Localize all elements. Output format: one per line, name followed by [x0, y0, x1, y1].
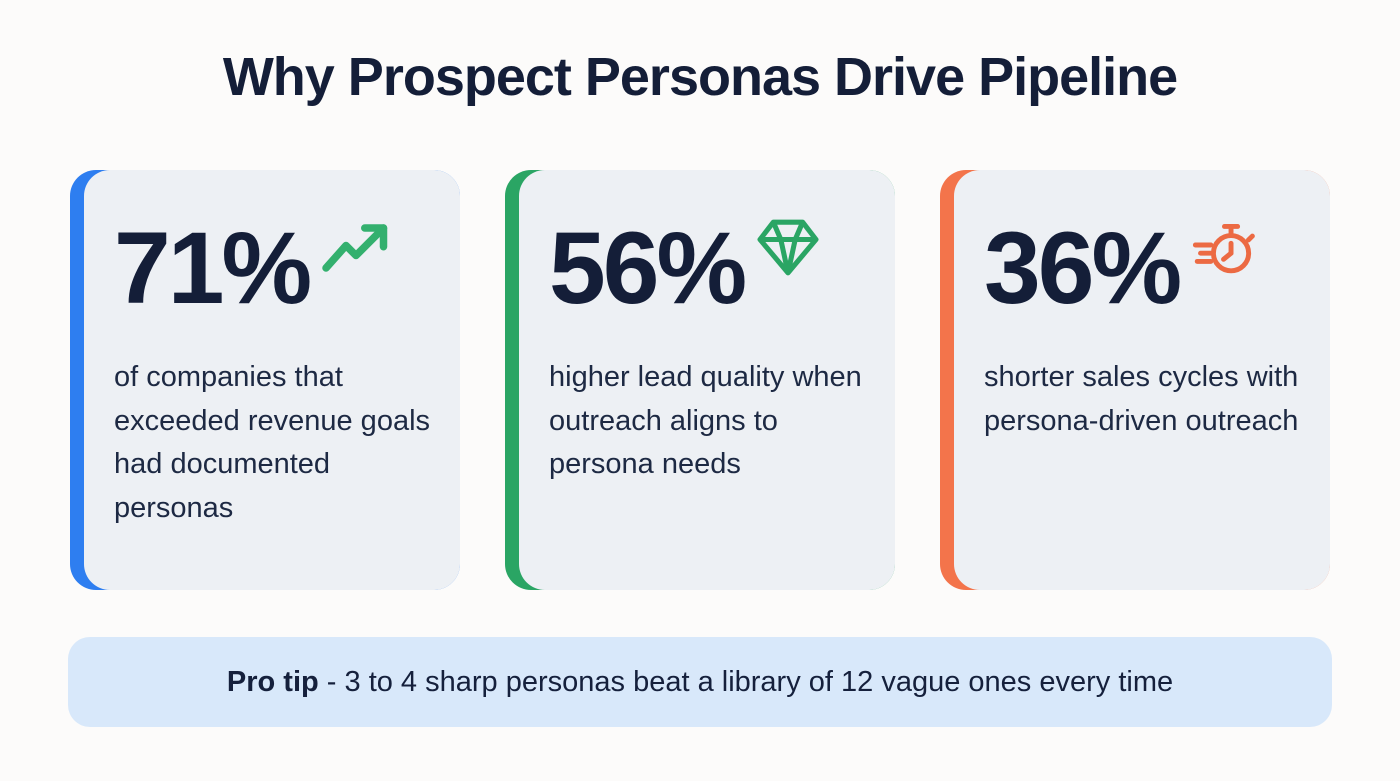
gem-icon	[756, 218, 820, 277]
stat-card-sales-cycles: 36%	[940, 170, 1330, 590]
stat-description: higher lead quality when outreach aligns…	[549, 361, 862, 481]
stat-card-documented-personas: 71% of companies that exceeded revenue g…	[70, 170, 460, 590]
stat-description: of companies that exceeded revenue goals…	[114, 361, 431, 524]
pro-tip-label: Pro tip	[226, 665, 319, 698]
trending-up-icon	[321, 218, 391, 278]
stat-value: 36%	[984, 211, 1182, 325]
stat-card-body: 56% higher lead quality when outreach al…	[519, 170, 895, 590]
stat-description: shorter sales cycles with persona-driven…	[984, 361, 1299, 437]
stat-value: 56%	[549, 211, 747, 325]
stat-card-body: 71% of companies that exceeded revenue g…	[84, 170, 460, 590]
pro-tip-banner: Pro tip - 3 to 4 sharp personas beat a l…	[68, 637, 1332, 727]
stat-card-body: 36%	[954, 170, 1330, 590]
stopwatch-icon	[1191, 218, 1257, 279]
stat-cards-row: 71% of companies that exceeded revenue g…	[70, 170, 1330, 590]
stat-value: 71%	[114, 211, 312, 325]
page-title: Why Prospect Personas Drive Pipeline	[222, 47, 1178, 107]
stat-card-lead-quality: 56% higher lead quality when outreach al…	[505, 170, 895, 590]
pro-tip-text: - 3 to 4 sharp personas beat a library o…	[318, 665, 1174, 698]
